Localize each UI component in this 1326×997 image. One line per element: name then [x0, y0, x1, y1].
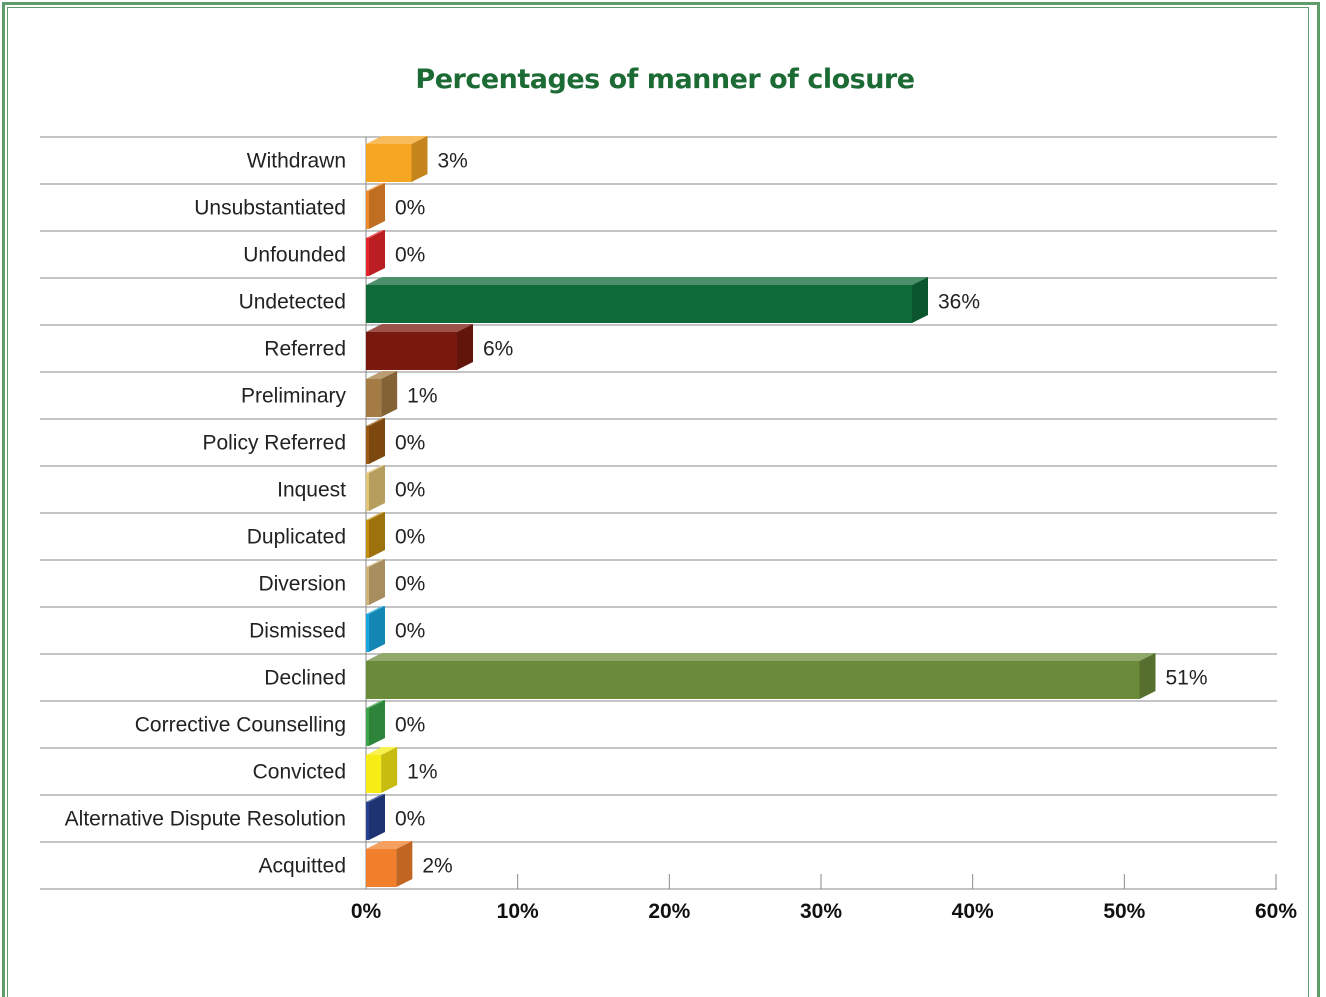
data-label: 0%	[395, 526, 425, 549]
data-label: 3%	[438, 150, 468, 173]
bar-side	[369, 700, 385, 746]
bar-top	[366, 747, 398, 755]
category-label: Unfounded	[243, 244, 346, 267]
x-tick-label: 60%	[1255, 900, 1297, 923]
bar-side	[369, 606, 385, 652]
bar	[366, 473, 369, 511]
category-label: Alternative Dispute Resolution	[65, 808, 346, 831]
data-label: 2%	[422, 855, 452, 878]
bar-side	[369, 183, 385, 229]
data-label: 0%	[395, 244, 425, 267]
category-label: Undetected	[239, 291, 346, 314]
bar-top	[366, 794, 385, 802]
data-label: 0%	[395, 479, 425, 502]
data-label: 0%	[395, 808, 425, 831]
bar	[366, 708, 369, 746]
data-label: 0%	[395, 197, 425, 220]
bar-side	[381, 747, 398, 793]
x-tick-label: 0%	[351, 900, 382, 923]
category-label: Convicted	[253, 761, 346, 784]
bar-side	[369, 794, 385, 840]
data-label: 1%	[407, 385, 437, 408]
bar-side	[381, 371, 398, 417]
bar-top	[366, 183, 385, 191]
bar-top	[366, 465, 385, 473]
x-tick-label: 10%	[497, 900, 539, 923]
bar	[366, 520, 369, 558]
bar-side	[369, 512, 385, 558]
bar-top	[366, 653, 1156, 661]
bar	[366, 849, 397, 887]
data-label: 0%	[395, 573, 425, 596]
bar-side	[369, 230, 385, 276]
bar-top	[366, 324, 473, 332]
bar-top	[366, 230, 385, 238]
bar	[366, 614, 369, 652]
category-label: Inquest	[277, 479, 346, 502]
data-label: 1%	[407, 761, 437, 784]
bar-top	[366, 700, 385, 708]
category-label: Acquitted	[258, 855, 346, 878]
category-label: Unsubstantiated	[194, 197, 346, 220]
bar	[366, 238, 369, 276]
bar	[366, 426, 369, 464]
data-label: 0%	[395, 714, 425, 737]
category-label: Referred	[264, 338, 346, 361]
bar-side	[396, 841, 413, 887]
category-label: Declined	[264, 667, 346, 690]
data-label: 36%	[938, 291, 980, 314]
category-label: Withdrawn	[247, 150, 346, 173]
bar-top	[366, 559, 385, 567]
category-label: Diversion	[258, 573, 346, 596]
bar	[366, 379, 382, 417]
bar-side	[369, 465, 385, 511]
bar-side	[912, 277, 928, 323]
category-label: Duplicated	[247, 526, 346, 549]
x-tick-label: 40%	[952, 900, 994, 923]
bar-side	[369, 559, 385, 605]
chart-frame-inner	[7, 7, 1309, 997]
bar	[366, 755, 382, 793]
x-tick-label: 30%	[800, 900, 842, 923]
bar	[366, 144, 412, 182]
category-label: Preliminary	[241, 385, 347, 408]
x-tick-label: 20%	[648, 900, 690, 923]
bar-side	[457, 324, 473, 370]
category-label: Dismissed	[249, 620, 346, 643]
bar	[366, 285, 912, 323]
category-label: Policy Referred	[202, 432, 346, 455]
data-label: 6%	[483, 338, 513, 361]
bar	[366, 567, 369, 605]
data-label: 51%	[1166, 667, 1208, 690]
bar	[366, 191, 369, 229]
bar-top	[366, 136, 428, 144]
bar-top	[366, 841, 413, 849]
bar	[366, 332, 457, 370]
chart-title: Percentages of manner of closure	[415, 64, 915, 95]
x-tick-label: 50%	[1103, 900, 1145, 923]
bar-side	[411, 136, 428, 182]
data-label: 0%	[395, 620, 425, 643]
category-label: Corrective Counselling	[135, 714, 346, 737]
bar	[366, 802, 369, 840]
bar-top	[366, 371, 398, 379]
bar-side	[1139, 653, 1156, 699]
bar-top	[366, 277, 928, 285]
data-label: 0%	[395, 432, 425, 455]
bar-side	[369, 418, 385, 464]
bar	[366, 661, 1140, 699]
bar-top	[366, 606, 385, 614]
bar-top	[366, 418, 385, 426]
bar-top	[366, 512, 385, 520]
